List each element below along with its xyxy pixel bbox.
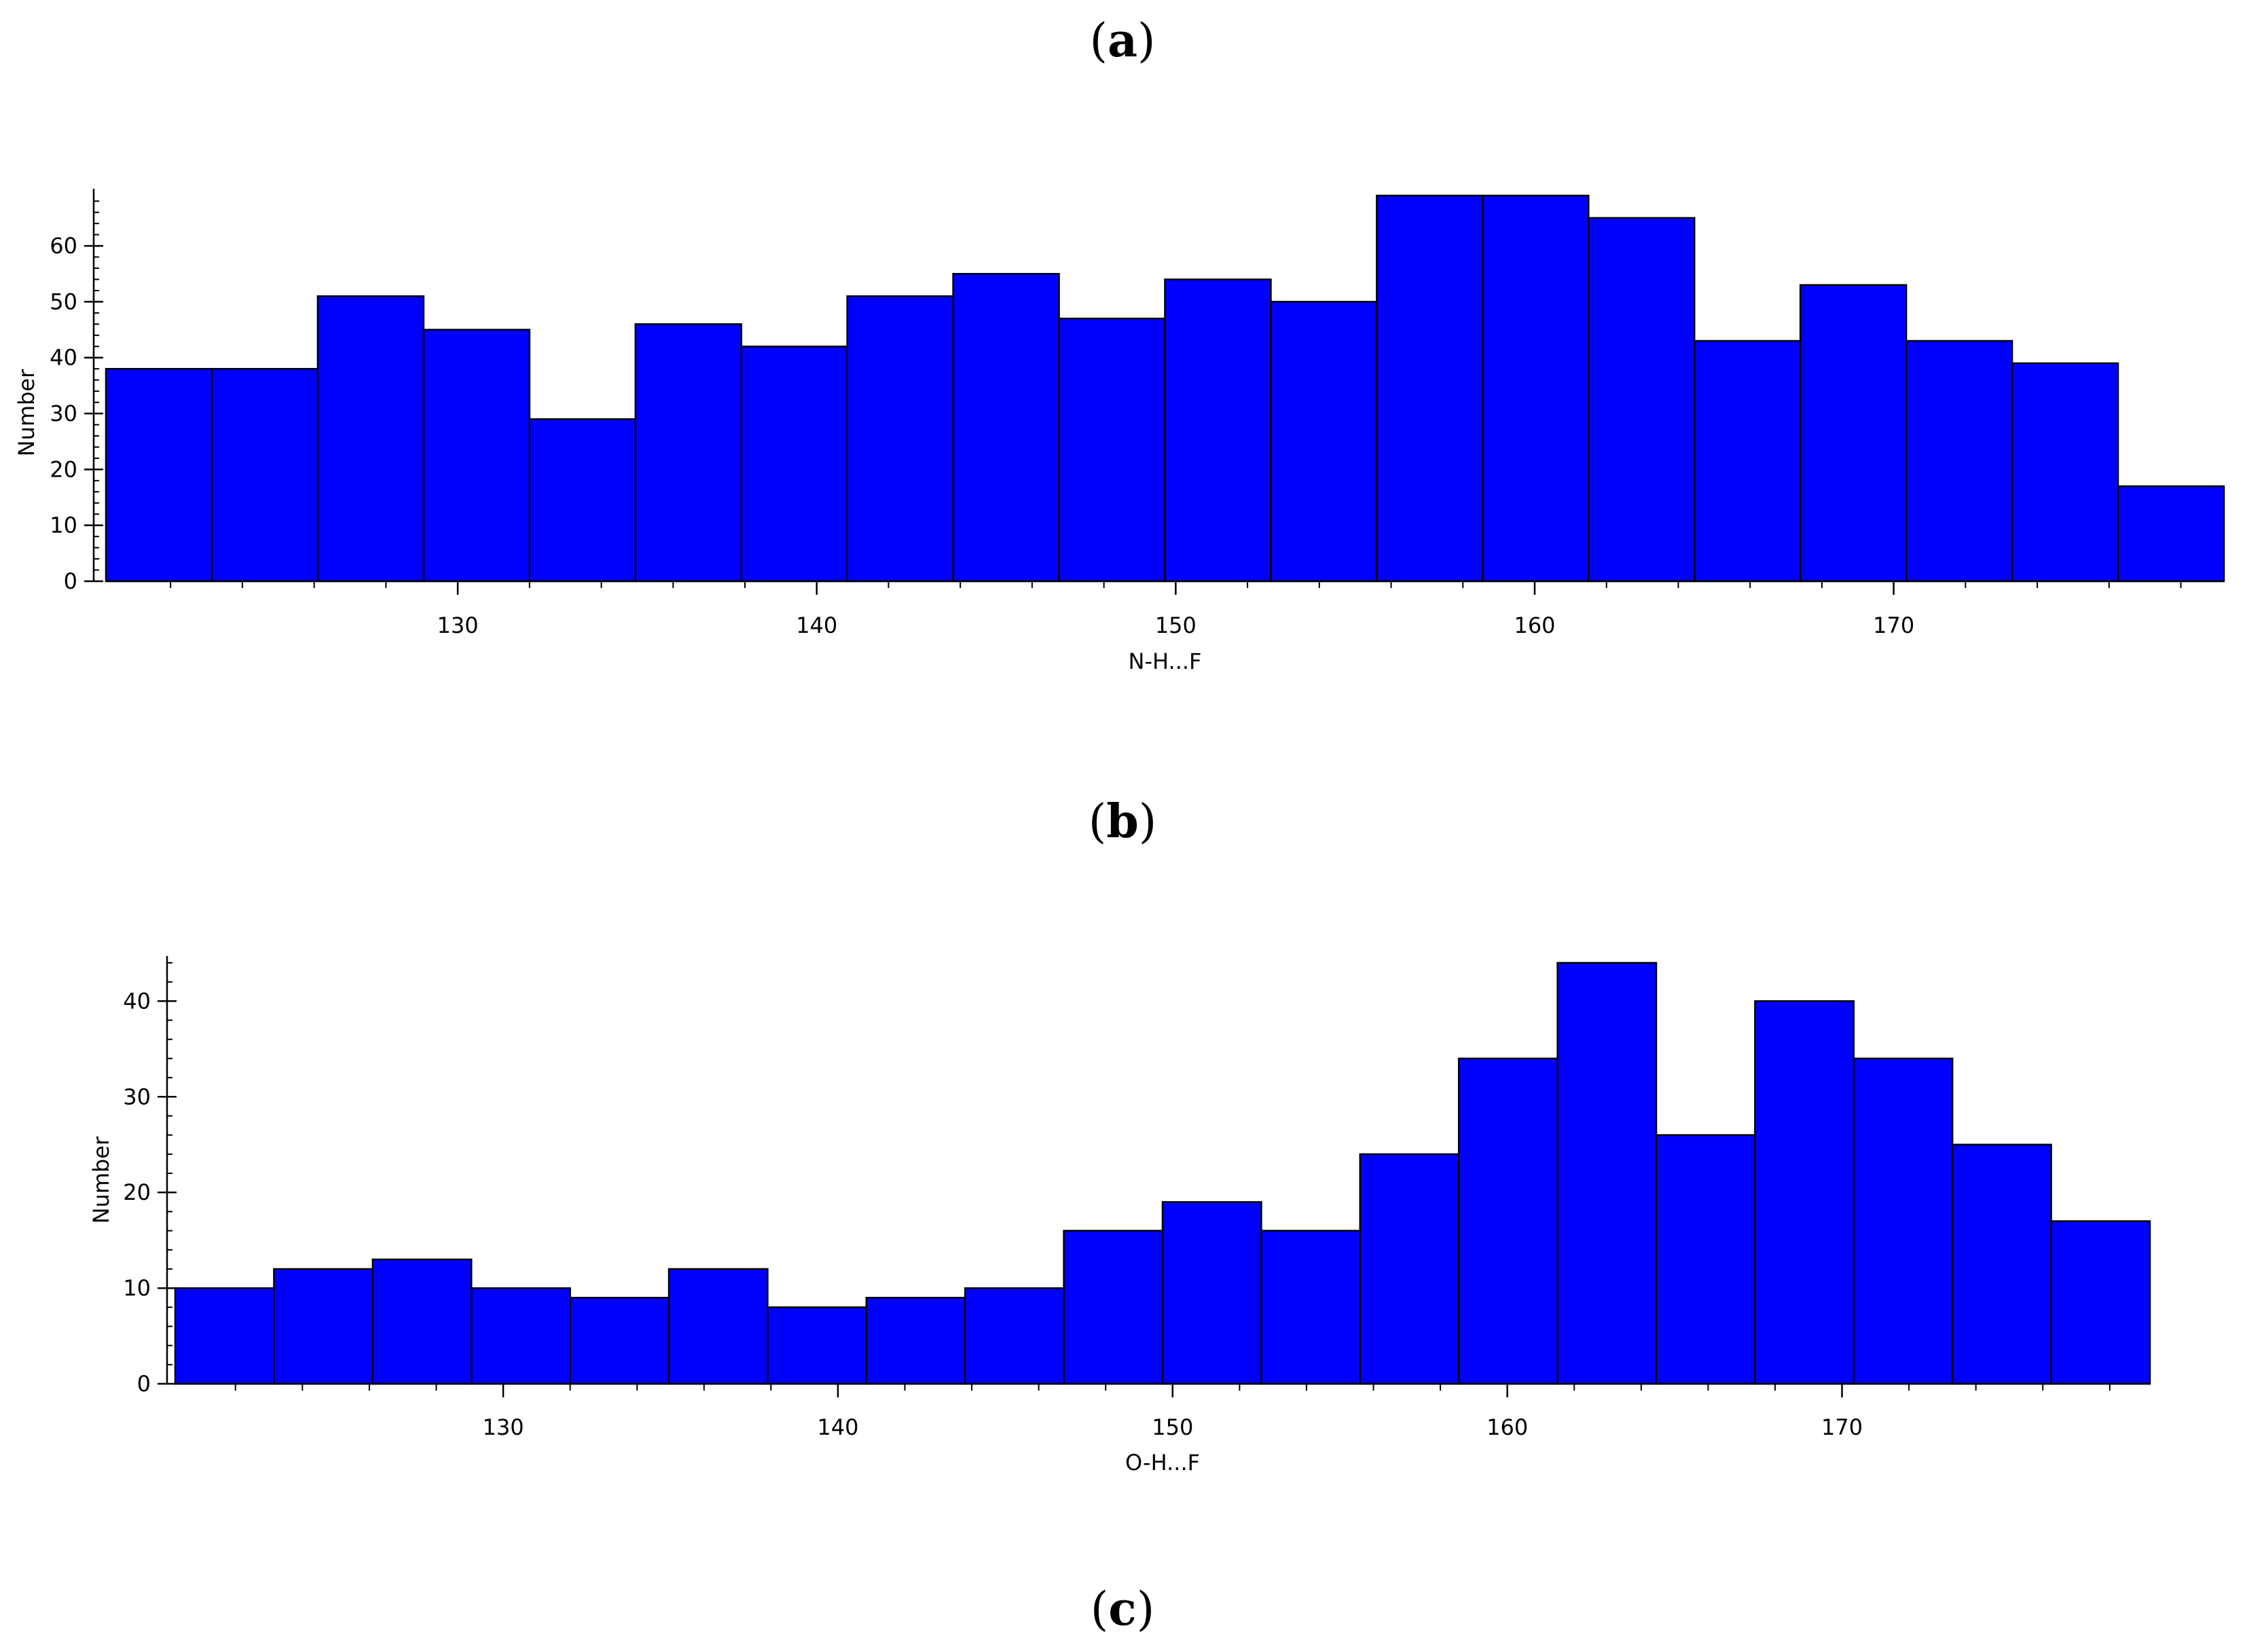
histogram-bar [569, 1296, 670, 1385]
y-tick-label: 30 [50, 401, 77, 426]
x-tick-label: 150 [1152, 1414, 1193, 1440]
histogram-bar [1694, 339, 1802, 583]
panel-label-c: (c) [1090, 1582, 1155, 1636]
histogram-bar [2117, 485, 2225, 583]
y-tick-label: 10 [123, 1275, 151, 1301]
x-tick-label: 130 [437, 612, 479, 638]
histogram-bar [740, 346, 848, 583]
y-tick-label: 20 [123, 1179, 151, 1205]
histogram-bar [846, 295, 954, 583]
histogram-bar [1799, 284, 1908, 583]
histogram-bar [1951, 1143, 2052, 1385]
histogram-bar [371, 1258, 473, 1385]
histogram-bar [1556, 961, 1658, 1385]
histogram-bar [470, 1287, 571, 1385]
histogram-bar [1376, 194, 1484, 583]
histogram-bar [174, 1287, 275, 1385]
histogram-nhf: 0 10 20 30 40 50 60 130 140 150 160 170 N-H...F Numbe… [14, 189, 2225, 674]
histogram-bar [422, 329, 531, 583]
panel-label-b: (b) [1088, 794, 1157, 849]
histogram-bar [767, 1306, 868, 1385]
y-tick-label: 0 [137, 1371, 151, 1397]
histogram-bar [273, 1268, 374, 1385]
histogram-bar [211, 367, 319, 583]
y-tick-label: 10 [50, 513, 77, 538]
histogram-bar [964, 1287, 1065, 1385]
histogram-bar [1588, 217, 1696, 583]
histogram-bar [1164, 278, 1272, 583]
histogram-bar [316, 295, 425, 583]
histogram-bar [1260, 1230, 1362, 1385]
x-tick-label: 170 [1873, 612, 1914, 638]
x-tick-label: 170 [1821, 1414, 1863, 1440]
y-axis-title: Number [88, 1136, 114, 1224]
histogram-bar [105, 367, 213, 583]
histogram-ohf: 0 10 20 30 40 130 140 150 160 170 O-H...F Number [88, 956, 2151, 1475]
y-tick-label: 40 [123, 988, 151, 1014]
histogram-bar [1655, 1134, 1756, 1385]
histogram-bar [2011, 362, 2119, 583]
y-tick-label: 50 [50, 289, 77, 314]
histogram-bar [528, 418, 636, 583]
y-tick-label: 40 [50, 345, 77, 371]
histogram-bar [952, 272, 1060, 583]
x-tick-label: 140 [796, 612, 837, 638]
x-axis-title: N-H...F [1129, 648, 1202, 674]
histogram-bar [1063, 1230, 1164, 1385]
y-axis-title: Number [14, 369, 39, 456]
histogram-bar [1905, 339, 2013, 583]
x-axis-title: O-H...F [1125, 1450, 1200, 1475]
histogram-bar [1852, 1057, 1954, 1385]
histogram-bar [865, 1296, 966, 1385]
histogram-bar [1058, 317, 1166, 583]
histogram-bar [668, 1268, 769, 1385]
x-tick-label: 160 [1514, 612, 1555, 638]
histogram-bar [1754, 1000, 1855, 1385]
y-tick-label: 20 [50, 456, 77, 482]
x-tick-label: 140 [817, 1414, 858, 1440]
x-tick-label: 160 [1486, 1414, 1528, 1440]
y-tick-label: 30 [123, 1084, 151, 1109]
x-tick-label: 150 [1155, 612, 1197, 638]
histogram-bar [1482, 194, 1590, 583]
panel-label-a: (a) [1089, 14, 1156, 68]
histogram-bar [1161, 1201, 1262, 1385]
histogram-bar [1457, 1057, 1558, 1385]
y-tick-label: 0 [64, 568, 77, 594]
y-tick-label: 60 [50, 233, 77, 259]
histogram-bar [634, 323, 742, 583]
histogram-bar [1359, 1153, 1460, 1385]
histogram-bar [1270, 301, 1378, 583]
histogram-bar [2050, 1220, 2151, 1385]
x-tick-label: 130 [482, 1414, 524, 1440]
